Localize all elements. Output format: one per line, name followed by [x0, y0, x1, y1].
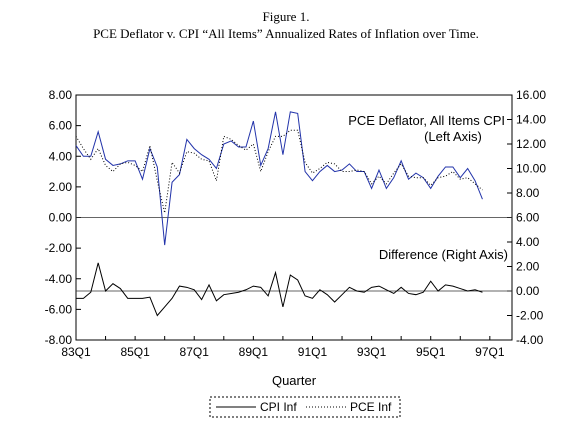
annotation-upper-line2: (Left Axis) — [424, 129, 482, 144]
chart-subtitle: PCE Deflator v. CPI “All Items” Annualiz… — [93, 26, 479, 41]
chart-title: Figure 1. — [263, 9, 310, 24]
reference-lines — [76, 217, 512, 292]
left-tick-label: -4.00 — [45, 272, 73, 286]
annotation-lower: Difference (Right Axis) — [379, 247, 508, 262]
right-tick-label: -4.00 — [516, 333, 544, 347]
left-axis-ticks: 8.00 6.00 4.00 2.00 0.00 -2.00 -4.00 -6.00 -8.00 — [45, 88, 81, 347]
right-tick-label: 2.00 — [516, 260, 540, 274]
right-tick-label: 0.00 — [516, 284, 540, 298]
x-tick-label: 83Q1 — [61, 345, 91, 359]
x-tick-label: 93Q1 — [357, 345, 387, 359]
series-line-difference — [76, 262, 483, 317]
left-tick-label: 8.00 — [49, 88, 73, 102]
left-tick-label: -8.00 — [45, 333, 73, 347]
right-tick-label: -2.00 — [516, 309, 544, 323]
left-tick-label: 6.00 — [49, 119, 73, 133]
right-tick-label: 12.00 — [516, 137, 546, 151]
right-tick-label: 4.00 — [516, 235, 540, 249]
legend: CPI Inf PCE Inf — [209, 396, 401, 418]
left-tick-label: 0.00 — [49, 211, 73, 225]
right-tick-label: 6.00 — [516, 211, 540, 225]
left-tick-label: -2.00 — [45, 241, 73, 255]
x-tick-label: 85Q1 — [120, 345, 150, 359]
legend-label-cpi: CPI Inf — [260, 400, 297, 414]
annotation-upper-line1: PCE Deflator, All Items CPI — [348, 113, 505, 128]
x-tick-label: 91Q1 — [298, 345, 328, 359]
left-tick-label: 4.00 — [49, 149, 73, 163]
right-tick-label: 16.00 — [516, 88, 546, 102]
series-layer — [75, 111, 483, 317]
x-tick-label: 97Q1 — [475, 345, 505, 359]
x-axis-ticks: 83Q1 85Q1 87Q1 89Q1 91Q1 93Q1 95Q1 97Q1 — [61, 336, 505, 359]
legend-label-pce: PCE Inf — [350, 400, 392, 414]
right-tick-label: 8.00 — [516, 186, 540, 200]
x-tick-label: 95Q1 — [416, 345, 446, 359]
right-tick-label: 14.00 — [516, 113, 546, 127]
series-line-cpi — [75, 111, 483, 246]
x-tick-label: 87Q1 — [180, 345, 210, 359]
x-axis-label: Quarter — [272, 373, 317, 388]
x-tick-label: 89Q1 — [239, 345, 269, 359]
series-line-pce — [75, 129, 483, 214]
left-tick-label: 2.00 — [49, 180, 73, 194]
right-tick-label: 10.00 — [516, 162, 546, 176]
legend-box — [209, 396, 401, 418]
left-tick-label: -6.00 — [45, 302, 73, 316]
right-axis-ticks: 16.00 14.00 12.00 10.00 8.00 6.00 4.00 2.00 0.00… — [507, 88, 546, 347]
